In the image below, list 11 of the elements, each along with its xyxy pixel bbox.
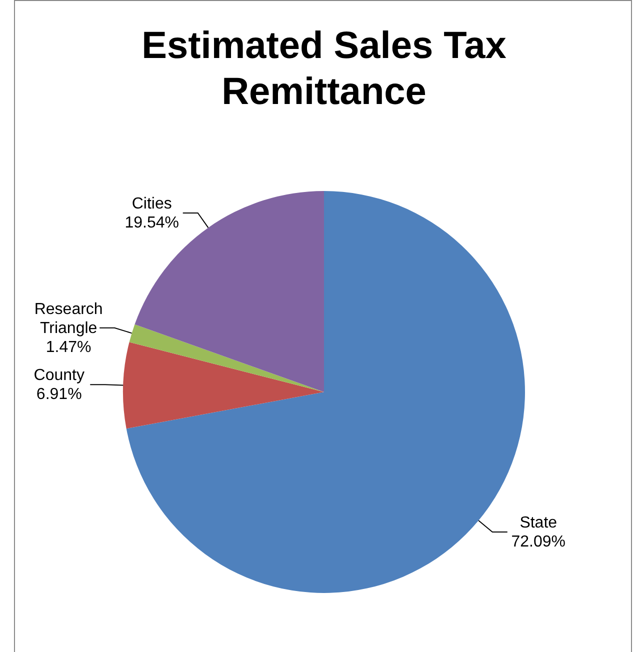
slice-label: Research Triangle <box>34 300 103 337</box>
data-label: 72.09% <box>511 534 566 551</box>
slice-label: Cities <box>132 195 172 212</box>
slice-label: State <box>520 514 558 532</box>
data-label: 19.54% <box>124 214 179 232</box>
slice-label: County <box>34 367 84 384</box>
data-label: 1.47% <box>46 338 92 356</box>
chart-title: Estimated Sales Tax Remittance <box>142 25 506 113</box>
pie-slice <box>123 342 324 429</box>
data-label: 6.91% <box>36 386 82 404</box>
pie-slice <box>129 324 324 392</box>
